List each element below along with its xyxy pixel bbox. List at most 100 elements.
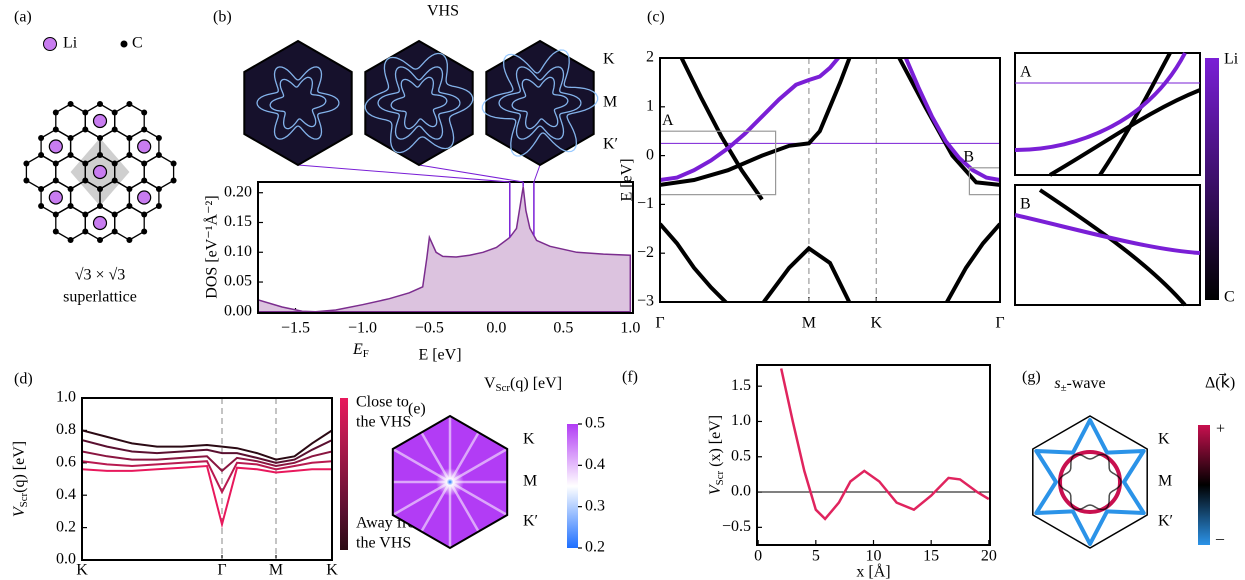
legend-c-marker: [121, 41, 128, 48]
y-tick-label: −0.5: [722, 518, 751, 535]
x-tick-label: 0: [754, 548, 762, 565]
y-axis-label: VScr(q) [eV]: [11, 441, 30, 517]
x-tick-label: Γ: [217, 562, 226, 579]
inset-label: A: [1020, 64, 1032, 81]
y-tick-label: 0.0: [56, 551, 76, 568]
legend-li-marker: [44, 38, 57, 51]
carbon-atom: [68, 203, 74, 209]
line: [762, 248, 850, 304]
bz-outline: [1033, 416, 1147, 548]
y-tick-label: 0: [646, 146, 654, 163]
figure: (a)(b)(c)(d)(e)(f)(g)LiC√3 × √3superlatt…: [0, 0, 1245, 580]
colorbar-title-main: E: [352, 341, 363, 358]
carbon-atom: [126, 135, 132, 141]
x-tick-label: K: [326, 562, 338, 579]
y-tick-label: 0.15: [224, 213, 252, 230]
y-tick-label: 1.5: [731, 377, 751, 394]
lithium-atom: [138, 140, 151, 153]
colorbar-tick-label: 0.4: [585, 456, 605, 473]
carbon-atom: [141, 110, 147, 116]
carbon-atom: [112, 110, 118, 116]
colorbar-label: Li: [1224, 51, 1239, 68]
carbon-atom: [126, 186, 132, 192]
carbon-atom: [112, 178, 118, 184]
carbon-atom: [53, 212, 59, 218]
carbon-atom: [82, 161, 88, 167]
carbon-atom: [53, 229, 59, 235]
bz-point-label: K′: [603, 136, 618, 153]
inset-frame: [1015, 185, 1200, 305]
colorbar-title: Δ(k⃗): [1205, 372, 1235, 392]
carbon-atom: [68, 186, 74, 192]
x-tick-label: −1.0: [348, 320, 377, 337]
y-axis-label-sub: Scr: [714, 470, 726, 485]
colorbar: [340, 398, 348, 550]
x-tick-label: 0.5: [553, 320, 573, 337]
fermi-surface-bz: [244, 41, 351, 165]
vhs-connector: [534, 165, 540, 182]
zoom-box: [660, 131, 776, 194]
line: [946, 224, 1000, 305]
x-tick-label: −1.5: [281, 320, 310, 337]
carbon-atom: [126, 152, 132, 158]
y-tick-label: 0.6: [56, 453, 76, 470]
caption: superlattice: [63, 289, 137, 306]
y-axis-label-rest: (x) [eV]: [707, 415, 724, 471]
plot-frame: [757, 365, 990, 545]
bz-point-label: K: [603, 51, 615, 68]
lithium-atom: [94, 217, 107, 230]
colorbar-tick-label: 0.3: [585, 497, 605, 514]
y-tick-label: 1.0: [56, 389, 76, 406]
bz-point-label: M: [1158, 473, 1172, 490]
x-axis-label: E [eV]: [418, 347, 461, 364]
carbon-atom: [141, 229, 147, 235]
carbon-atom: [156, 186, 162, 192]
bz-point-label: M: [523, 473, 537, 490]
line: [660, 224, 728, 305]
carbon-atom: [112, 212, 118, 218]
colorbar-label: C: [1224, 289, 1235, 306]
carbon-atom: [97, 237, 103, 243]
carbon-atom: [126, 101, 132, 107]
lithium-atom: [94, 115, 107, 128]
line: [82, 440, 332, 463]
colorbar: [1198, 425, 1210, 545]
chart-title-main: V: [484, 375, 496, 392]
hexagon: [144, 155, 173, 189]
bz-point-label: K: [523, 431, 535, 448]
carbon-atom: [141, 178, 147, 184]
heatmap-center: [422, 454, 478, 510]
x-tick-label: M: [269, 562, 283, 579]
carbon-atom: [53, 127, 59, 133]
y-tick-label: 0.10: [224, 243, 252, 260]
y-tick-label: 0.20: [224, 183, 252, 200]
carbon-atom: [97, 101, 103, 107]
bz-point-label: M: [603, 94, 617, 111]
chart-title-rest: -wave: [1067, 375, 1106, 392]
chart-title: s±-wave: [1054, 375, 1105, 394]
carbon-atom: [112, 161, 118, 167]
zoom-box-label: A: [662, 112, 674, 129]
colorbar-title-sub: F: [363, 348, 369, 360]
chart-title: VScr(q) [eV]: [484, 375, 562, 394]
carbon-atom: [68, 101, 74, 107]
carbon-atom: [141, 212, 147, 218]
carbon-atom: [156, 135, 162, 141]
y-tick-label: 2: [646, 49, 654, 66]
legend-label: C: [132, 35, 143, 52]
carbon-atom: [82, 110, 88, 116]
carbon-atom: [126, 203, 132, 209]
colorbar: [1205, 58, 1219, 300]
carbon-atom: [156, 203, 162, 209]
zoom-insets: [1015, 53, 1200, 305]
y-axis-label-rest: (q) [eV]: [11, 441, 28, 493]
carbon-atom: [68, 237, 74, 243]
y-tick-label: −2: [637, 244, 654, 261]
carbon-atom: [97, 203, 103, 209]
carbon-atom: [97, 152, 103, 158]
hexagon: [115, 104, 145, 138]
caption: √3 × √3: [75, 267, 126, 284]
panel-label: (a): [14, 9, 32, 26]
panel-label: (f): [622, 369, 638, 386]
carbon-atom: [112, 127, 118, 133]
